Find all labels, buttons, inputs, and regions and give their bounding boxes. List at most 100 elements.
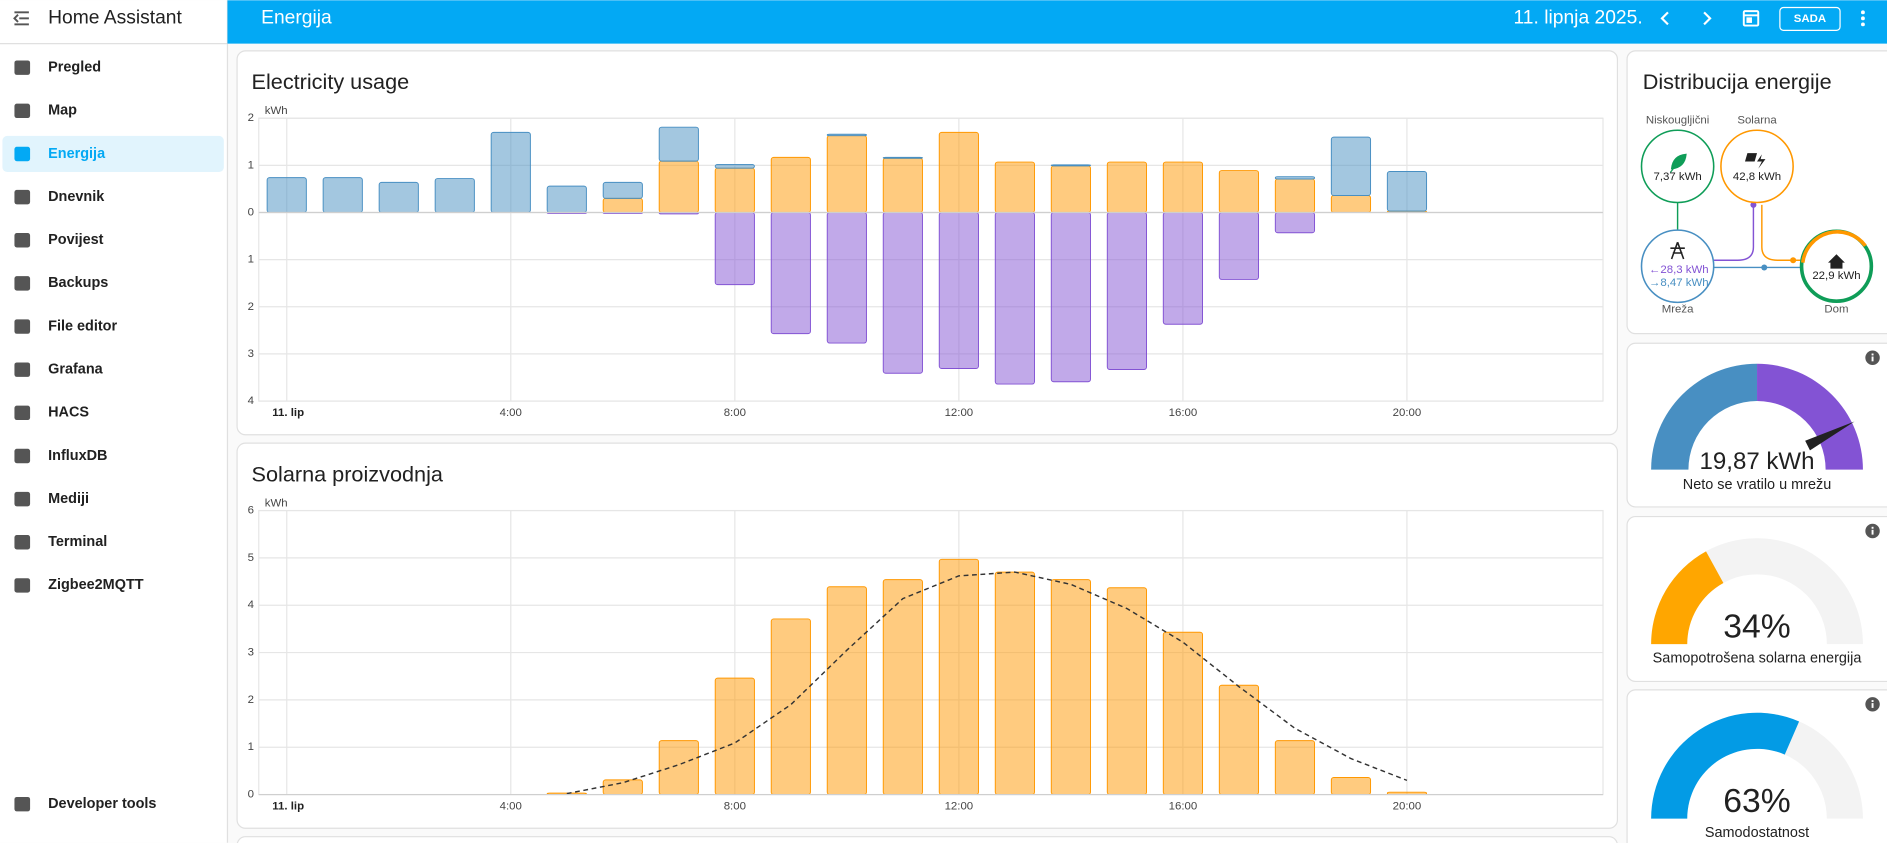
distribution-diagram: Niskougljični Solarna Mreža Dom 7,37 kWh… <box>1640 115 1874 316</box>
plot-frame <box>258 117 1604 402</box>
bar <box>658 160 699 213</box>
bar <box>1106 587 1147 796</box>
y-tick-label: 1 <box>248 741 254 753</box>
bar <box>770 212 811 335</box>
bar <box>1274 740 1316 796</box>
x-tick-label: 12:00 <box>945 801 974 813</box>
nav-item[interactable]: Map <box>14 103 77 119</box>
bar <box>1106 161 1147 213</box>
x-tick-label: 20:00 <box>1393 407 1422 419</box>
nav-label: Developer tools <box>48 796 156 812</box>
nav-item[interactable]: Terminal <box>14 534 107 550</box>
bar <box>826 133 867 137</box>
nav-item[interactable]: Grafana <box>14 362 104 378</box>
gauge: 34% Samopotrošena solarna energija <box>1651 538 1863 666</box>
flow-dot <box>1750 201 1757 208</box>
bar <box>1050 164 1091 167</box>
bar <box>1330 195 1372 213</box>
nav-icon <box>14 405 31 421</box>
bar <box>994 161 1035 213</box>
page-title: Energija <box>261 7 332 28</box>
now-button[interactable] <box>1779 6 1841 31</box>
nav-item[interactable]: Developer tools <box>14 796 156 812</box>
bar <box>1330 777 1372 796</box>
bar <box>602 181 643 199</box>
home-icon <box>1828 254 1845 269</box>
nav-item[interactable]: Dnevnik <box>14 189 105 205</box>
bar <box>322 177 363 213</box>
bar <box>1218 170 1260 213</box>
bar <box>826 212 867 344</box>
nav-icon <box>14 276 31 291</box>
bar <box>882 157 923 213</box>
nav-item[interactable]: File editor <box>14 318 118 334</box>
nav-item[interactable]: Zigbee2MQTT <box>14 577 144 593</box>
prev-button[interactable] <box>1660 11 1669 26</box>
x-tick-label: 16:00 <box>1169 801 1198 813</box>
gauge-arc <box>1651 551 1724 645</box>
node-solar[interactable] <box>1720 129 1794 204</box>
node-value: 7,37 kWh <box>1653 171 1701 183</box>
nav-label: Povijest <box>48 232 104 248</box>
nav-icon <box>14 796 31 812</box>
bar <box>1050 212 1091 383</box>
bar <box>546 185 587 213</box>
bar <box>658 740 699 796</box>
nav-label: Grafana <box>48 362 104 378</box>
nav-icon <box>14 233 31 248</box>
nav-item[interactable]: InfluxDB <box>14 448 107 464</box>
gauge: 19,87 kWh Neto se vratilo u mrežu <box>1651 363 1863 493</box>
nav-label: Energija <box>48 146 106 162</box>
x-tick-label: 4:00 <box>500 407 522 419</box>
bar <box>938 212 979 369</box>
bar <box>602 779 643 796</box>
nav-label: InfluxDB <box>48 448 107 464</box>
solar-icon <box>1744 153 1766 169</box>
nav-item[interactable]: Povijest <box>14 232 104 248</box>
overflow-button[interactable] <box>1861 10 1865 27</box>
x-tick-label: 8:00 <box>724 407 746 419</box>
date: 11. lipnja 2025. <box>1514 7 1643 28</box>
nav-icon <box>14 362 31 377</box>
flow-dot <box>1790 257 1797 264</box>
y-tick-label: 3 <box>248 647 254 659</box>
next-button[interactable] <box>1703 11 1712 26</box>
nav-icon <box>14 319 31 334</box>
chart: kWh 0 1 2 3 4 5 6 11. lip 4:00 8:00 12:00 16:00 20:00 <box>248 497 1604 813</box>
info-marks <box>1871 353 1874 708</box>
nav-item[interactable]: Energija <box>2 135 224 173</box>
card <box>1626 342 1887 508</box>
chart: kWh 4 3 2 1 0 1 2 11. lip 4:00 8:00 12:00 16:00 20:00 <box>248 105 1604 419</box>
bar <box>714 167 755 213</box>
y-tick-label: 5 <box>248 552 254 564</box>
nav-item[interactable]: Backups <box>14 275 108 291</box>
bar <box>714 677 755 796</box>
top-bar <box>227 0 1887 44</box>
nav-item[interactable]: Mediji <box>14 491 89 507</box>
nav-icon <box>14 60 31 75</box>
nav-item[interactable]: Pregled <box>14 60 101 76</box>
gauge: 63% Samodostatnost <box>1651 712 1863 841</box>
sidebar <box>0 0 228 843</box>
node-grid[interactable] <box>1640 229 1715 304</box>
card-title: Distribucija energije <box>1643 69 1832 94</box>
menu-button[interactable] <box>13 11 29 26</box>
bar <box>938 131 979 213</box>
gauge-arc <box>1651 712 1800 819</box>
calendar-button[interactable] <box>1742 10 1760 27</box>
y-tick-label: 2 <box>248 301 254 313</box>
bar <box>882 156 923 159</box>
node-label: Mreža <box>1662 304 1694 316</box>
nav-highlight <box>2 135 224 173</box>
gauge-value: 19,87 kWh <box>1700 448 1815 475</box>
x-tick-label: 11. lip <box>272 407 304 419</box>
bar <box>490 131 531 213</box>
y-tick-label: 4 <box>248 395 255 407</box>
card <box>236 442 1619 829</box>
nav-item[interactable]: HACS <box>14 405 89 421</box>
card <box>1626 515 1887 683</box>
nav-icon <box>14 491 31 507</box>
y-tick-label: 1 <box>248 159 254 171</box>
nav-icon <box>14 189 31 205</box>
